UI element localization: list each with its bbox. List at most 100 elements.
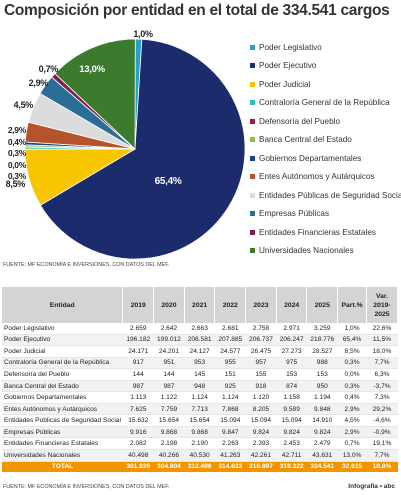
- total-cell: 319.322: [276, 461, 307, 473]
- legend-swatch: [250, 81, 255, 87]
- table-cell: 1.194: [306, 391, 338, 404]
- table-cell: 1,0%: [337, 323, 367, 335]
- table-cell: 41.263: [214, 449, 246, 462]
- table-cell: 2,9%: [337, 403, 367, 416]
- legend-item-entes-autonomos-y-autarquicos: Entes Autónomos y Autárquicos: [250, 168, 400, 187]
- table-row: Poder Judicial 24.171 24.201 24.127 24.577 26…: [2, 345, 398, 358]
- table-cell: Gobiernos Departamentales: [2, 391, 123, 404]
- table-cell: -0,9%: [366, 426, 398, 439]
- table-cell: 40.266: [153, 449, 185, 462]
- total-cell: TOTAL: [2, 461, 123, 473]
- total-cell: 334.541: [306, 461, 338, 473]
- table-cell: 1.120: [245, 391, 277, 404]
- table-cell: 9.824: [276, 426, 307, 439]
- legend-label: Entidades Financieras Estatales: [259, 227, 376, 237]
- table-cell: 2.642: [153, 323, 185, 335]
- table-header: Entidad 2019 2020 2021 2022 2023 2024 2025 Part.…: [2, 287, 398, 323]
- table-cell: 26.475: [245, 345, 277, 358]
- table-cell: 7.625: [122, 403, 154, 416]
- table-cell: 15.094: [245, 414, 277, 427]
- legend-item-poder-legislativo: Poder Legislativo: [250, 38, 400, 57]
- table-row: Contraloría General de la República 917 95…: [2, 357, 398, 370]
- total-cell: 312.496: [184, 461, 215, 473]
- table-cell: 9.868: [184, 426, 215, 439]
- table-cell: 28.527: [306, 345, 338, 358]
- table-cell: 7,7%: [366, 357, 398, 370]
- legend-item-entidades-financieras-estatales: Entidades Financieras Estatales: [250, 223, 400, 242]
- legend-item-entidades-publicas-de-seguridad-social: Entidades Públicas de Seguridad Social: [250, 186, 401, 205]
- table-cell: 7.868: [214, 403, 246, 416]
- legend-label: Entidades Públicas de Seguridad Social: [259, 190, 401, 200]
- table-cell: 15.654: [153, 414, 185, 427]
- legend-swatch: [250, 211, 255, 217]
- table-cell: 918: [245, 380, 277, 393]
- table-cell: 144: [122, 368, 154, 381]
- table-cell: 0,3%: [337, 380, 367, 393]
- total-cell: 301.926: [122, 461, 154, 473]
- table-cell: 42.261: [245, 449, 277, 462]
- legend-label: Poder Legislativo: [259, 42, 322, 52]
- table-cell: 925: [214, 380, 246, 393]
- table-row: Poder Ejecutivo 196.182 199.012 206.581 207.…: [2, 334, 398, 347]
- column-header: 2025: [306, 287, 339, 323]
- table-cell: 13,0%: [337, 449, 367, 462]
- data-label-universidades-nacionales: 13,0%: [79, 64, 105, 75]
- legend-label: Entes Autónomos y Autárquicos: [259, 172, 375, 182]
- table-cell: 9.868: [153, 426, 185, 439]
- table-cell: Entes Autónomos y Autárquicos: [2, 403, 123, 416]
- column-header: 2024: [276, 287, 308, 323]
- total-cell: 316.897: [245, 461, 277, 473]
- table-cell: 957: [245, 357, 277, 370]
- table-cell: Entidades Financieras Estatales: [2, 437, 123, 450]
- table-cell: 917: [122, 357, 154, 370]
- table-cell: 24.577: [214, 345, 246, 358]
- table-cell: 987: [122, 380, 154, 393]
- table-cell: 2.393: [245, 437, 277, 450]
- table-cell: 24.201: [153, 345, 185, 358]
- table-cell: 24.127: [184, 345, 215, 358]
- column-header: 2023: [245, 287, 277, 323]
- table-cell: 43.631: [306, 449, 338, 462]
- table-row: Universidades Nacionales 40.498 40.266 40.5…: [2, 449, 398, 462]
- table-cell: 948: [184, 380, 215, 393]
- table-cell: 953: [184, 357, 215, 370]
- table-cell: 22,6%: [366, 323, 398, 335]
- column-header: 2020: [153, 287, 185, 323]
- table-row: Poder Legislativo 2.659 2.642 2.663 2.681 2.7…: [2, 323, 398, 335]
- table-cell: 2.971: [276, 323, 307, 335]
- legend-label: Poder Ejecutivo: [259, 61, 317, 71]
- table-cell: 1.124: [214, 391, 246, 404]
- table-cell: 874: [276, 380, 307, 393]
- legend-label: Banca Central del Estado: [259, 135, 352, 145]
- table-cell: 15.654: [184, 414, 215, 427]
- table-cell: 15.632: [122, 414, 154, 427]
- column-header: 2019: [122, 287, 155, 323]
- total-cell: 32.615: [337, 461, 367, 473]
- table-cell: 15.094: [214, 414, 246, 427]
- legend-item-poder-ejecutivo: Poder Ejecutivo: [250, 57, 400, 76]
- table-cell: 145: [184, 368, 215, 381]
- table-cell: 206.737: [245, 334, 277, 347]
- legend-label: Empresas Públicas: [259, 209, 330, 219]
- table-row: Gobiernos Departamentales 1.113 1.122 1.124…: [2, 391, 398, 404]
- table-cell: 0,3%: [337, 357, 367, 370]
- table-cell: 988: [306, 357, 338, 370]
- legend-swatch: [250, 63, 255, 69]
- table-cell: 1.124: [184, 391, 215, 404]
- table-cell: 7.759: [153, 403, 185, 416]
- table-cell: 151: [214, 368, 246, 381]
- table-cell: 40.530: [184, 449, 215, 462]
- table-cell: Universidades Nacionales: [2, 449, 123, 462]
- data-label-contraloria-general-de-la-republica: 0,3%: [8, 148, 27, 158]
- table-cell: 27.273: [276, 345, 307, 358]
- legend-label: Defensoría del Pueblo: [259, 116, 341, 126]
- table-cell: 0,7%: [337, 437, 367, 450]
- pie-chart: 1,0%65,4%8,5%0,3%0,0%0,3%0,4%2,9%4,5%2,9…: [6, 29, 246, 260]
- table-cell: 15.094: [276, 414, 307, 427]
- legend-swatch: [250, 118, 255, 124]
- table-cell: 975: [276, 357, 307, 370]
- total-row: TOTAL 301.926 304.804 312.496 314.633 316.897…: [2, 461, 398, 473]
- table-cell: 2.681: [214, 323, 246, 335]
- table-cell: 9.589: [276, 403, 307, 416]
- table-cell: Entidades Públicas de Seguridad Social: [2, 414, 123, 427]
